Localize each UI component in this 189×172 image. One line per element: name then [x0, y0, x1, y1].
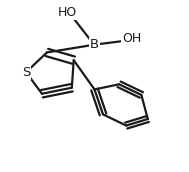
Text: OH: OH [122, 32, 142, 45]
Text: B: B [90, 38, 99, 51]
Text: HO: HO [58, 6, 77, 19]
Text: S: S [22, 66, 30, 79]
